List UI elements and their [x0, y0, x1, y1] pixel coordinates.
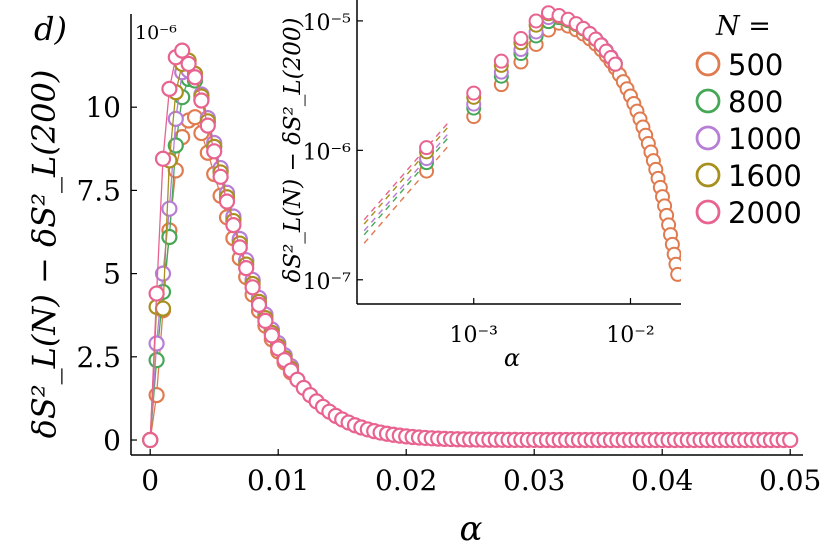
main-data-point: [263, 327, 280, 344]
inset-x-tick-label: 10⁻³: [450, 323, 498, 348]
main-data-point: [186, 69, 204, 86]
inset-y-tick-label: 10⁻⁵: [303, 11, 351, 36]
main-y-tick-label: 0: [103, 424, 121, 457]
main-data-point: [231, 239, 248, 256]
main-x-tick-label: 0: [141, 464, 159, 497]
inset-plot: 10⁻³ 10⁻² 10⁻⁷ 10⁻⁶ 10⁻⁵ α δS²_L(N) − δS²_L(20…: [280, 0, 681, 372]
inset-series-2000: [363, 5, 623, 221]
inset-y-label: δS²_L(N) − δS²_L(200): [280, 17, 306, 282]
legend-marker: [695, 162, 721, 188]
main-data-point: [148, 285, 165, 302]
main-y-scale-label: 10⁻⁶: [135, 22, 177, 44]
inset-data-point: [419, 140, 435, 156]
main-x-tick-label: 0.01: [247, 464, 309, 497]
inset-data-point: [493, 53, 509, 69]
main-data-point: [167, 110, 184, 127]
inset-x-tick-label: 10⁻²: [606, 323, 654, 348]
inset-data-point: [528, 13, 544, 29]
inset-y-tick-label: 10⁻⁷: [303, 270, 352, 295]
main-x-label: α: [460, 509, 483, 549]
main-data-point: [154, 300, 172, 317]
legend-label: 1000: [728, 122, 802, 156]
main-data-point: [167, 137, 184, 154]
main-plot: 0 0.01 0.02 0.03 0.04 0.05 0 2.5 5 7.5 10 10⁻⁶ α δS²_…: [25, 14, 821, 549]
inset-data-point: [513, 31, 529, 47]
main-x-tick-label: 0.05: [759, 464, 821, 497]
legend-marker: [695, 125, 721, 151]
main-data-point: [148, 352, 165, 369]
main-data-point: [180, 55, 197, 73]
main-data-point: [142, 431, 159, 449]
main-data-point: [212, 168, 229, 185]
main-data-point: [782, 431, 799, 449]
main-data-point: [161, 200, 178, 217]
main-series-2000: [142, 42, 799, 449]
main-data-point: [154, 150, 172, 167]
inset-data-point: [607, 56, 623, 72]
main-x-tick-label: 0.02: [375, 464, 437, 497]
main-data-point: [174, 42, 191, 59]
main-data-point: [218, 193, 236, 210]
main-y-tick-label: 10: [85, 91, 121, 124]
legend-title: N =: [715, 11, 771, 42]
inset-x-label: α: [504, 344, 520, 372]
main-data-point: [199, 117, 216, 134]
main-x-tick-label: 0.04: [631, 464, 693, 497]
main-y-tick-label: 5: [103, 258, 121, 291]
legend-marker: [695, 199, 721, 225]
legend-label: 2000: [728, 196, 802, 230]
inset-data-point: [466, 85, 482, 101]
main-data-point: [206, 143, 223, 160]
main-x-tick-label: 0.03: [503, 464, 565, 497]
legend-marker: [695, 88, 721, 114]
legend-label: 1600: [728, 159, 802, 193]
main-y-label: δS²_L(N) − δS²_L(200): [25, 70, 63, 439]
main-data-point: [193, 92, 210, 109]
main-y-tick-label: 7.5: [76, 174, 121, 207]
main-y-tick-label: 2.5: [76, 341, 121, 374]
legend-marker: [695, 51, 721, 77]
main-data-point: [154, 265, 172, 282]
legend-label: 800: [728, 85, 783, 119]
legend-label: 500: [728, 48, 783, 82]
main-data-point: [161, 80, 178, 97]
inset-y-tick-label: 10⁻⁶: [303, 140, 352, 165]
main-data-point: [148, 335, 165, 352]
inset-data-point: [670, 266, 681, 282]
main-data-point: [250, 296, 268, 313]
main-data-point: [238, 260, 255, 277]
panel-label: d): [34, 10, 67, 48]
main-data-point: [225, 217, 242, 234]
main-data-point: [257, 312, 274, 330]
main-data-point: [244, 279, 261, 296]
main-data-point: [161, 228, 178, 246]
